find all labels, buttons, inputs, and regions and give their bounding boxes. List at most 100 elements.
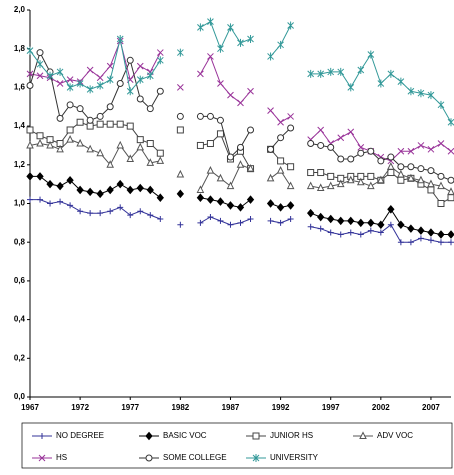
marker [337, 216, 345, 226]
marker [427, 186, 435, 194]
marker [327, 172, 335, 180]
marker [177, 84, 184, 91]
series-line [29, 121, 452, 205]
marker [26, 126, 34, 134]
marker [126, 185, 134, 195]
marker [447, 187, 454, 195]
x-tick-label: 1977 [121, 403, 139, 412]
marker [367, 172, 375, 180]
y-tick-label: 0,0 [14, 392, 26, 401]
marker [237, 143, 244, 151]
marker [286, 181, 295, 190]
marker [377, 175, 385, 184]
legend-label: SOME COLLEGE [163, 453, 227, 462]
marker [106, 62, 114, 70]
marker [96, 189, 104, 199]
marker [145, 454, 153, 462]
marker [26, 81, 34, 89]
x-tick-label: 1987 [222, 403, 240, 412]
marker [277, 118, 284, 126]
marker [126, 87, 134, 96]
marker [196, 112, 204, 120]
marker [377, 157, 385, 165]
marker [156, 149, 164, 157]
marker [156, 193, 164, 202]
marker [407, 147, 415, 155]
marker [367, 181, 375, 190]
marker [86, 187, 94, 197]
legend-label: BASIC VOC [163, 431, 207, 440]
marker [437, 100, 445, 109]
marker [397, 239, 404, 246]
marker [237, 219, 244, 226]
marker [287, 124, 295, 132]
marker [252, 432, 260, 440]
marker [266, 173, 275, 182]
y-tick-label: 2,0 [14, 5, 26, 14]
marker [146, 71, 154, 80]
marker [66, 101, 74, 109]
marker [427, 179, 435, 188]
marker [66, 76, 74, 84]
marker [47, 200, 54, 207]
series-line [29, 139, 452, 193]
marker [36, 49, 44, 57]
marker [66, 126, 74, 134]
marker [346, 175, 355, 184]
marker [287, 163, 295, 171]
marker [67, 202, 74, 209]
series-line [29, 39, 452, 162]
marker [417, 89, 425, 98]
marker [327, 67, 335, 76]
marker [337, 231, 344, 238]
marker [136, 75, 144, 84]
x-tick-label: 1997 [322, 403, 340, 412]
y-tick-label: 0,6 [14, 276, 26, 285]
marker [306, 181, 315, 190]
marker [307, 208, 315, 218]
marker [197, 70, 204, 78]
marker [357, 149, 365, 157]
marker [156, 87, 164, 95]
marker [317, 126, 325, 134]
marker [357, 218, 365, 228]
marker [87, 210, 94, 217]
x-tick-label: 2002 [372, 403, 390, 412]
marker [76, 105, 84, 113]
marker [127, 212, 134, 219]
marker [326, 181, 335, 190]
marker [357, 65, 365, 74]
marker [447, 176, 454, 184]
marker [86, 144, 94, 153]
marker [36, 132, 44, 140]
legend-box [21, 422, 453, 469]
marker [136, 142, 145, 151]
marker [136, 183, 144, 193]
marker [247, 215, 254, 222]
marker [39, 433, 45, 439]
marker [177, 221, 184, 228]
legend-label: NO DEGREE [56, 431, 104, 440]
y-tick-label: 1,8 [14, 44, 26, 53]
marker [327, 143, 335, 151]
marker [397, 147, 405, 155]
marker [317, 141, 325, 149]
marker [367, 147, 375, 155]
marker [107, 208, 114, 215]
marker [136, 95, 144, 103]
legend-label: HS [56, 453, 67, 462]
x-tick-label: 1982 [171, 403, 189, 412]
marker [447, 147, 454, 155]
marker [397, 176, 405, 184]
marker [136, 62, 144, 70]
marker [27, 196, 33, 203]
x-tick-label: 1967 [21, 403, 39, 412]
marker [207, 17, 214, 26]
marker [276, 203, 285, 212]
marker [347, 83, 355, 92]
marker [437, 239, 444, 246]
marker [96, 148, 104, 157]
x-tick-label: 2007 [422, 403, 440, 412]
marker [417, 142, 425, 149]
marker [252, 454, 260, 462]
